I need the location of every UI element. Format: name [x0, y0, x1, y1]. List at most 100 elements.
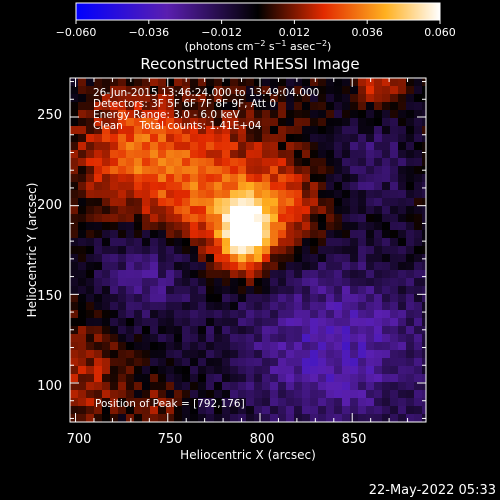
heatmap-cell [334, 286, 342, 294]
heatmap-cell [366, 342, 374, 350]
heatmap-cell [158, 342, 166, 350]
heatmap-cell [182, 350, 190, 358]
heatmap-cell [254, 206, 262, 214]
heatmap-cell [390, 286, 398, 294]
heatmap-cell [422, 262, 426, 270]
chart-title: Reconstructed RHESSI Image [140, 55, 359, 73]
heatmap-cell [238, 270, 246, 278]
heatmap-cell [374, 302, 382, 310]
heatmap-cell [278, 126, 286, 134]
heatmap-cell [262, 342, 270, 350]
heatmap-cell [78, 350, 86, 358]
heatmap-cell [142, 134, 150, 142]
heatmap-cell [206, 334, 214, 342]
heatmap-cell [422, 246, 426, 254]
heatmap-cell [294, 126, 302, 134]
heatmap-cell [326, 150, 334, 158]
heatmap-cell [198, 350, 206, 358]
heatmap-cell [230, 182, 238, 190]
heatmap-cell [278, 198, 286, 206]
heatmap-cell [118, 78, 126, 86]
heatmap-cell [278, 214, 286, 222]
heatmap-cell [86, 406, 94, 414]
heatmap-cell [222, 222, 230, 230]
heatmap-cell [326, 390, 334, 398]
heatmap-cell [318, 262, 326, 270]
heatmap-cell [150, 414, 158, 422]
heatmap-cell [286, 310, 294, 318]
heatmap-cell [214, 318, 222, 326]
heatmap-cell [158, 382, 166, 390]
heatmap-cell [310, 238, 318, 246]
heatmap-cell [326, 262, 334, 270]
heatmap-cell [222, 310, 230, 318]
heatmap-cell [358, 310, 366, 318]
heatmap-cell [118, 134, 126, 142]
heatmap-cell [190, 398, 198, 406]
heatmap-cell [326, 318, 334, 326]
heatmap-cell [70, 230, 78, 238]
heatmap-cell [342, 86, 350, 94]
heatmap-cell [206, 134, 214, 142]
heatmap-cell [158, 158, 166, 166]
heatmap-cell [294, 350, 302, 358]
heatmap-cell [318, 142, 326, 150]
heatmap-cell [302, 326, 310, 334]
heatmap-cell [198, 326, 206, 334]
heatmap-cell [134, 406, 142, 414]
heatmap-cell [230, 350, 238, 358]
heatmap-cell [326, 302, 334, 310]
heatmap-cell [206, 166, 214, 174]
annotation-time-range: 26-Jun-2015 13:46:24.000 to 13:49:04.000 [93, 87, 319, 99]
heatmap-cell [382, 110, 390, 118]
heatmap-cell [310, 190, 318, 198]
heatmap-cell [358, 342, 366, 350]
heatmap-cell [382, 230, 390, 238]
heatmap-cell [126, 158, 134, 166]
heatmap-cell [142, 126, 150, 134]
heatmap-cell [406, 342, 414, 350]
heatmap-cell [222, 134, 230, 142]
heatmap-cell [166, 334, 174, 342]
heatmap-cell [158, 238, 166, 246]
heatmap-cell [174, 398, 182, 406]
heatmap-cell [358, 174, 366, 182]
heatmap-cell [94, 102, 102, 110]
heatmap-cell [110, 110, 118, 118]
heatmap-cell [406, 302, 414, 310]
heatmap-cell [238, 294, 246, 302]
heatmap-cell [278, 406, 286, 414]
heatmap-cell [390, 102, 398, 110]
heatmap-cell [230, 206, 238, 214]
heatmap-cell [342, 366, 350, 374]
heatmap-cell [310, 134, 318, 142]
heatmap-cell [302, 350, 310, 358]
heatmap-cell [166, 150, 174, 158]
heatmap-cell [86, 366, 94, 374]
heatmap-cell [174, 366, 182, 374]
heatmap-cell [166, 110, 174, 118]
heatmap-cell [366, 110, 374, 118]
heatmap-cell [366, 326, 374, 334]
heatmap-cell [214, 94, 222, 102]
heatmap-cell [102, 206, 110, 214]
heatmap-cell [166, 142, 174, 150]
heatmap-cell [70, 190, 78, 198]
heatmap-cell [422, 174, 426, 182]
heatmap-cell [262, 318, 270, 326]
heatmap-cell [262, 174, 270, 182]
heatmap-cell [118, 342, 126, 350]
heatmap-cell [398, 318, 406, 326]
heatmap-cell [126, 398, 134, 406]
heatmap-cell [374, 158, 382, 166]
heatmap-cell [86, 390, 94, 398]
heatmap-cell [342, 110, 350, 118]
heatmap-cell [198, 86, 206, 94]
heatmap-cell [198, 390, 206, 398]
heatmap-cell [310, 286, 318, 294]
heatmap-cell [206, 190, 214, 198]
heatmap-cell [326, 342, 334, 350]
heatmap-cell [390, 110, 398, 118]
heatmap-cell [134, 118, 142, 126]
heatmap-cell [278, 342, 286, 350]
